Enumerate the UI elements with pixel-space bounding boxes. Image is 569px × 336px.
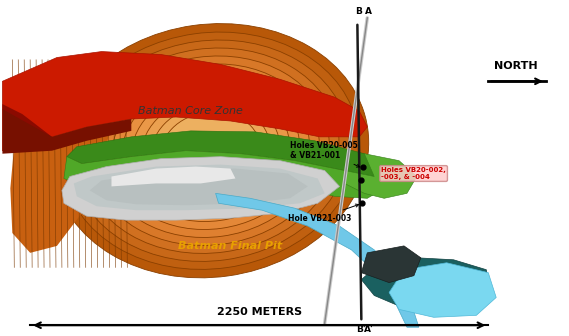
Polygon shape <box>216 193 419 327</box>
Polygon shape <box>74 165 325 210</box>
Polygon shape <box>10 68 117 253</box>
Text: B': B' <box>357 325 366 334</box>
Ellipse shape <box>112 72 310 229</box>
Text: A: A <box>365 7 372 16</box>
Ellipse shape <box>82 48 339 253</box>
Polygon shape <box>67 131 384 176</box>
Text: NORTH: NORTH <box>494 61 538 71</box>
Text: A': A' <box>364 325 374 334</box>
Ellipse shape <box>102 64 319 238</box>
Text: Holes VB20-005
& VB21-001: Holes VB20-005 & VB21-001 <box>290 141 360 167</box>
Ellipse shape <box>72 40 349 261</box>
Ellipse shape <box>92 56 329 246</box>
Polygon shape <box>2 94 52 147</box>
Polygon shape <box>2 109 131 154</box>
Ellipse shape <box>131 88 290 214</box>
Polygon shape <box>389 263 496 317</box>
Ellipse shape <box>151 104 270 198</box>
Polygon shape <box>361 246 421 283</box>
Text: Batman Core Zone: Batman Core Zone <box>138 106 243 116</box>
Polygon shape <box>344 154 417 198</box>
Polygon shape <box>62 157 340 220</box>
Polygon shape <box>112 167 236 186</box>
Polygon shape <box>361 258 490 312</box>
Ellipse shape <box>142 96 280 206</box>
Ellipse shape <box>63 32 359 269</box>
Ellipse shape <box>52 24 369 278</box>
Text: B: B <box>355 7 362 16</box>
Text: Holes VB20-002,
-003, & -004: Holes VB20-002, -003, & -004 <box>381 167 446 180</box>
Polygon shape <box>90 169 308 205</box>
Text: Hole VB21-003: Hole VB21-003 <box>288 204 358 223</box>
Polygon shape <box>64 151 384 198</box>
Polygon shape <box>2 51 368 151</box>
Text: Batman Final Pit: Batman Final Pit <box>178 241 283 251</box>
Text: 2250 METERS: 2250 METERS <box>217 307 302 317</box>
Ellipse shape <box>122 80 299 221</box>
Ellipse shape <box>161 112 260 190</box>
